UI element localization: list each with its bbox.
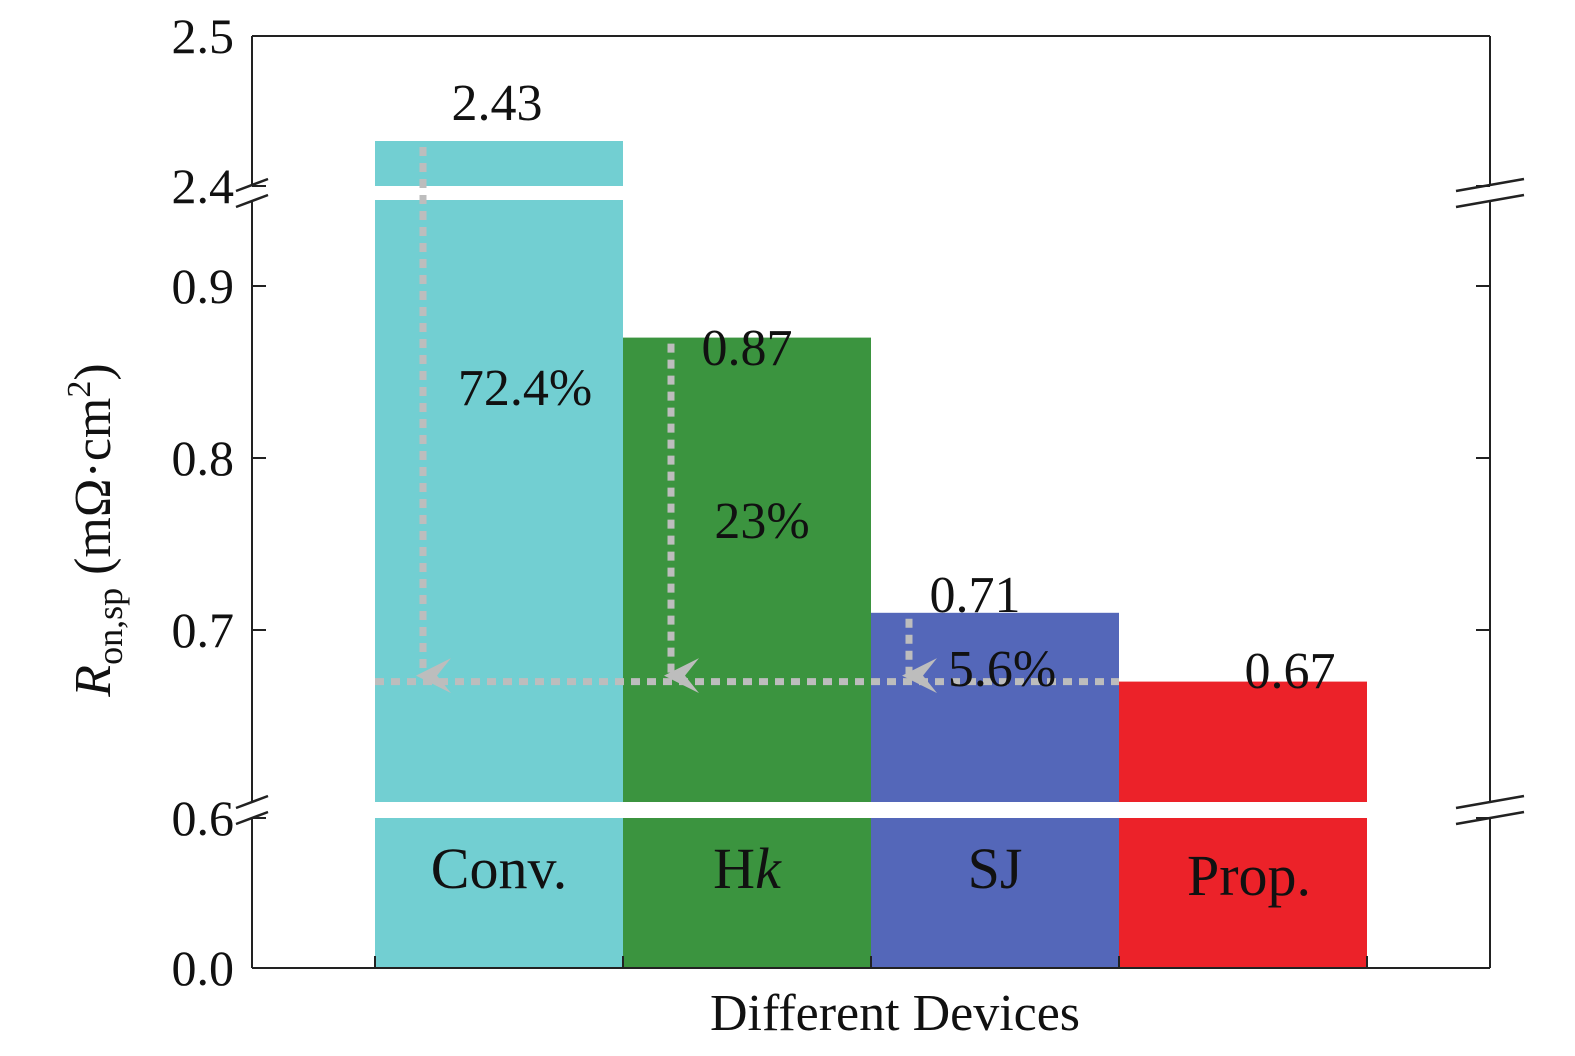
category-label-0: Conv. bbox=[431, 836, 567, 901]
y-tick-label: 0.8 bbox=[172, 430, 235, 486]
bar-0-segment-1 bbox=[375, 200, 623, 802]
y-tick-label: 0.9 bbox=[172, 258, 235, 314]
reduction-label-1: 23% bbox=[714, 493, 809, 550]
axis-break-mark bbox=[235, 193, 269, 209]
value-label-2: 0.71 bbox=[930, 567, 1021, 624]
y-axis-label-unit-close: ) bbox=[65, 363, 122, 380]
bar-0-segment-2 bbox=[375, 141, 623, 186]
axis-break-mark bbox=[1455, 193, 1525, 209]
bars-layer bbox=[375, 141, 1367, 968]
y-axis-label-unit-superscript: 2 bbox=[61, 381, 98, 398]
reference-line-layer bbox=[375, 147, 1119, 694]
reduction-label-0: 72.4% bbox=[458, 360, 592, 417]
category-label-3: Prop. bbox=[1187, 843, 1311, 908]
bar-3-segment-0 bbox=[1119, 818, 1367, 968]
y-axis-label: Ron,sp (mΩ·cm2) bbox=[61, 363, 130, 697]
bar-2-segment-0 bbox=[871, 818, 1119, 968]
y-tick-label: 0.6 bbox=[172, 790, 235, 846]
reduction-label-2: 5.6% bbox=[948, 641, 1056, 698]
value-label-3: 0.67 bbox=[1245, 643, 1336, 700]
y-axis-label-subscript: on,sp bbox=[90, 588, 130, 665]
y-axis-label-symbol: R bbox=[65, 665, 122, 698]
bar-1-segment-1 bbox=[623, 337, 871, 802]
axis-break-mark bbox=[235, 794, 269, 810]
bar-0-segment-0 bbox=[375, 818, 623, 968]
plot-frame bbox=[235, 35, 1525, 969]
category-label-1: Hk bbox=[713, 836, 782, 901]
category-label-2: SJ bbox=[968, 836, 1023, 901]
value-label-0: 2.43 bbox=[452, 75, 543, 132]
y-tick-label: 0.7 bbox=[172, 602, 235, 658]
bar-2-segment-1 bbox=[871, 612, 1119, 802]
y-tick-label: 2.4 bbox=[172, 158, 235, 214]
x-axis-label: Different Devices bbox=[710, 985, 1080, 1042]
value-label-1: 0.87 bbox=[702, 320, 793, 377]
bar-1-segment-0 bbox=[623, 818, 871, 968]
axis-break-mark bbox=[1455, 794, 1525, 810]
bar-3-segment-1 bbox=[1119, 681, 1367, 802]
labels-layer: 0.0 0.6 0.7 0.8 0.9 2.4 2.5 2.43 0.87 0.71 0.67 72.… bbox=[172, 8, 1336, 996]
y-tick-label: 0.0 bbox=[172, 940, 235, 996]
y-axis-label-unit: (mΩ·cm bbox=[65, 398, 122, 588]
y-tick-label: 2.5 bbox=[172, 8, 235, 64]
